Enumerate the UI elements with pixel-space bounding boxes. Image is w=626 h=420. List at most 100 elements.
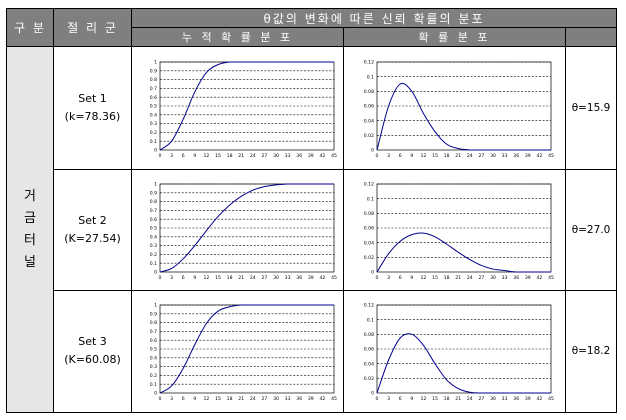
x-tick-label: 3 — [387, 275, 390, 281]
y-tick-label: 0.3 — [149, 365, 156, 371]
x-tick-label: 45 — [331, 153, 337, 159]
x-tick-label: 42 — [536, 396, 542, 402]
y-tick-label: 0.5 — [149, 104, 156, 110]
x-tick-label: 6 — [181, 275, 184, 281]
header-row-sub: 누 적 확 률 분 포 확 률 분 포 — [7, 27, 618, 48]
x-tick-label: 21 — [238, 275, 244, 281]
x-tick-label: 0 — [375, 275, 378, 281]
x-tick-label: 12 — [203, 396, 209, 402]
probability-chart-cell: 0 0.02 0.04 0.06 0.08 0.1 0.12 0 3 6 9 12 15 18 21 24 27… — [343, 289, 566, 414]
x-tick-label: 30 — [273, 153, 279, 159]
y-tick-label: 0.2 — [149, 373, 156, 379]
y-tick-label: 0 — [371, 148, 374, 154]
x-tick-label: 36 — [513, 275, 519, 281]
y-tick-label: 1 — [154, 303, 157, 309]
y-tick-label: 0.08 — [363, 211, 373, 217]
x-tick-label: 6 — [181, 153, 184, 159]
y-tick-label: 0.04 — [363, 118, 373, 124]
x-tick-label: 21 — [238, 396, 244, 402]
x-tick-label: 6 — [398, 396, 401, 402]
x-tick-label: 12 — [420, 396, 426, 402]
x-tick-label: 42 — [319, 396, 325, 402]
x-tick-label: 36 — [513, 396, 519, 402]
x-tick-label: 24 — [466, 275, 472, 281]
x-tick-label: 15 — [215, 275, 221, 281]
distribution-table: 구 분 절 리 군 θ값의 변화에 따른 신뢰 확률의 분포 누 적 확 률 분… — [6, 7, 618, 414]
theta-value-header — [564, 27, 618, 48]
plot-area — [376, 183, 551, 273]
y-tick-label: 0.7 — [149, 208, 156, 214]
cluster-header: 절 리 군 — [53, 7, 132, 48]
y-tick-label: 0 — [371, 391, 374, 397]
x-tick-label: 39 — [524, 275, 530, 281]
y-tick-label: 0.12 — [363, 60, 373, 66]
plot-area — [159, 183, 334, 273]
header-row-top: 구 분 절 리 군 θ값의 변화에 따른 신뢰 확률의 분포 — [6, 7, 618, 48]
x-tick-label: 39 — [307, 396, 313, 402]
x-tick-label: 24 — [249, 275, 255, 281]
x-tick-label: 30 — [273, 396, 279, 402]
x-tick-label: 0 — [375, 396, 378, 402]
x-tick-label: 36 — [296, 396, 302, 402]
probability-chart-cell: 0 0.02 0.04 0.06 0.08 0.1 0.12 0 3 6 9 12 15 18 21 24 27… — [343, 168, 566, 291]
y-tick-label: 0.02 — [363, 133, 373, 139]
chart-set3-cumulative: 00.10.20.30.40.50.60.70.80.910 3 6 9 12 15 18 2… — [149, 303, 336, 402]
y-tick-label: 0.6 — [149, 216, 156, 222]
x-tick-label: 39 — [307, 153, 313, 159]
x-tick-label: 0 — [158, 275, 161, 281]
y-tick-label: 0.6 — [149, 95, 156, 101]
x-tick-label: 42 — [319, 153, 325, 159]
y-tick-label: 0.2 — [149, 252, 156, 258]
x-tick-label: 6 — [398, 153, 401, 159]
cumulative-chart-cell: 0 0.1 0.2 0.3 0.4 0.5 0.6 0.7 0.8 0.9 1 0 3 6 9 12 15 18 2… — [131, 289, 344, 414]
x-tick-label: 33 — [501, 396, 507, 402]
y-tick-label: 0.1 — [149, 260, 156, 266]
set-k-value: (K=27.54) — [64, 231, 121, 245]
y-tick-label: 1 — [154, 181, 157, 187]
x-tick-label: 27 — [261, 396, 267, 402]
chart-set1-cumulative: 00.10.20.30.40.50.60.70.80.910 3 6 9 12 15 18 2… — [149, 60, 337, 159]
x-tick-label: 6 — [398, 275, 401, 281]
y-tick-label: 0.06 — [363, 225, 373, 231]
series-line — [159, 183, 334, 273]
chart-set1-probability: 00.020.040.060.080.10.120 3 6 9 12 15 18 21 24 27… — [363, 60, 554, 159]
x-tick-label: 3 — [170, 153, 173, 159]
x-tick-label: 9 — [410, 396, 413, 402]
x-tick-label: 33 — [284, 275, 290, 281]
x-tick-label: 12 — [420, 153, 426, 159]
y-tick-label: 0.5 — [149, 225, 156, 231]
y-tick-label: 0.1 — [366, 74, 373, 80]
series-line — [376, 82, 551, 151]
x-tick-label: 9 — [193, 396, 196, 402]
y-tick-label: 0.5 — [149, 347, 156, 353]
y-tick-label: 0 — [154, 269, 157, 275]
x-tick-label: 39 — [524, 153, 530, 159]
x-tick-label: 9 — [193, 153, 196, 159]
x-tick-label: 21 — [455, 153, 461, 159]
cumulative-header: 누 적 확 률 분 포 — [131, 27, 344, 48]
y-tick-label: 0.1 — [366, 196, 373, 202]
y-tick-label: 0.04 — [363, 362, 373, 368]
x-tick-label: 36 — [296, 153, 302, 159]
x-tick-label: 3 — [170, 275, 173, 281]
y-tick-label: 0.3 — [149, 243, 156, 249]
x-tick-label: 24 — [466, 396, 472, 402]
x-tick-label: 27 — [261, 153, 267, 159]
probability-header: 확 률 분 포 — [343, 27, 566, 48]
set-label-cell: Set 2 (K=27.54) — [53, 168, 132, 291]
x-tick-label: 21 — [238, 153, 244, 159]
probability-chart-cell: 0 0.02 0.04 0.06 0.08 0.1 0.12 0 3 6 9 12 15 18 21 24 27… — [343, 46, 566, 170]
y-tick-label: 0 — [371, 269, 374, 275]
x-tick-label: 33 — [284, 153, 290, 159]
y-tick-label: 0.2 — [149, 130, 156, 136]
x-tick-label: 42 — [536, 275, 542, 281]
set-name: Set 1 — [78, 91, 107, 105]
y-tick-label: 0.06 — [363, 104, 373, 110]
table-row: Set 3 (K=60.08) 0 0.1 0.2 0.3 0.4 0.5 0.6 0.7 0.… — [7, 289, 618, 414]
x-tick-label: 45 — [548, 153, 554, 159]
x-tick-label: 6 — [181, 396, 184, 402]
x-tick-label: 45 — [331, 275, 337, 281]
series-line — [376, 333, 551, 394]
x-tick-label: 9 — [410, 275, 413, 281]
series-line — [159, 304, 334, 394]
